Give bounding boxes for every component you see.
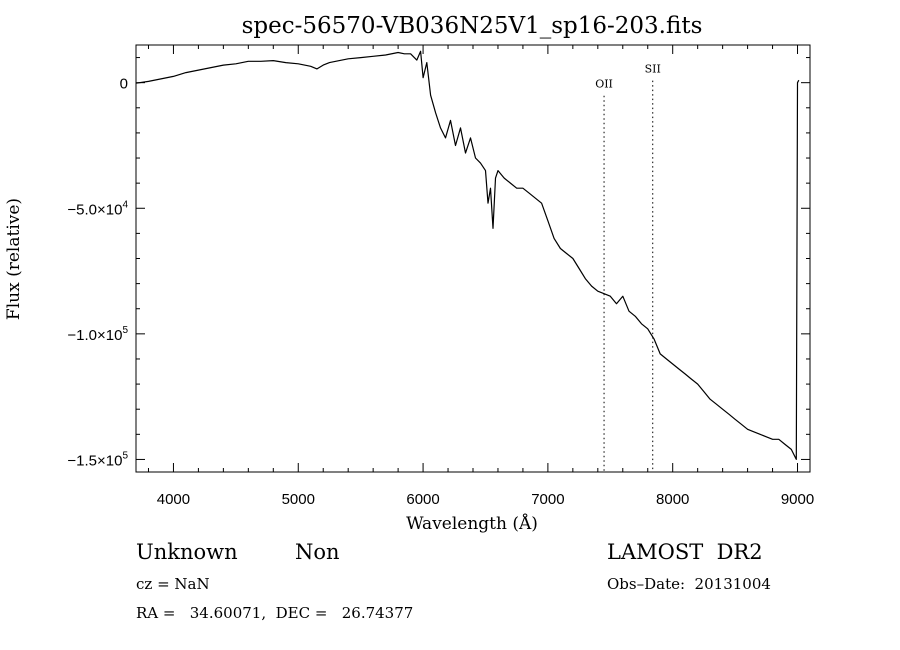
survey-name: LAMOST DR2	[607, 540, 763, 564]
x-tick-label: 4000	[157, 491, 190, 508]
y-tick-label: −5.0×104	[67, 199, 128, 218]
spectrum-line	[135, 50, 800, 460]
chart-title: spec-56570-VB036N25V1_sp16-203.fits	[242, 13, 703, 39]
line-annotations: OII SII	[595, 63, 661, 472]
plot-frame	[135, 44, 811, 473]
x-tick-label: 5000	[282, 491, 315, 508]
annotation-label: SII	[645, 63, 661, 76]
object-class: Unknown	[136, 540, 238, 564]
y-tick-label: 0	[120, 76, 128, 93]
x-tick-label: 7000	[531, 491, 564, 508]
obs-date: Obs–Date: 20131004	[607, 575, 771, 593]
x-tick-label: 8000	[656, 491, 689, 508]
series-group	[135, 50, 800, 460]
annotation-label: OII	[595, 78, 613, 91]
x-axis-label: Wavelength (Å)	[406, 513, 538, 534]
x-axis: 4000 5000 6000 7000 8000 9000	[147, 45, 814, 508]
object-subclass: Non	[295, 540, 340, 564]
y-axis: 0 −5.0×104 −1.0×105 −1.5×105	[67, 57, 810, 469]
coordinates: RA = 34.60071, DEC = 26.74377	[136, 604, 414, 622]
y-tick-label: −1.0×105	[67, 325, 128, 344]
x-tick-label: 6000	[406, 491, 439, 508]
y-tick-label: −1.5×105	[67, 450, 128, 469]
y-axis-label: Flux (relative)	[4, 198, 24, 320]
x-tick-label: 9000	[781, 491, 814, 508]
cz-value: cz = NaN	[136, 575, 210, 593]
